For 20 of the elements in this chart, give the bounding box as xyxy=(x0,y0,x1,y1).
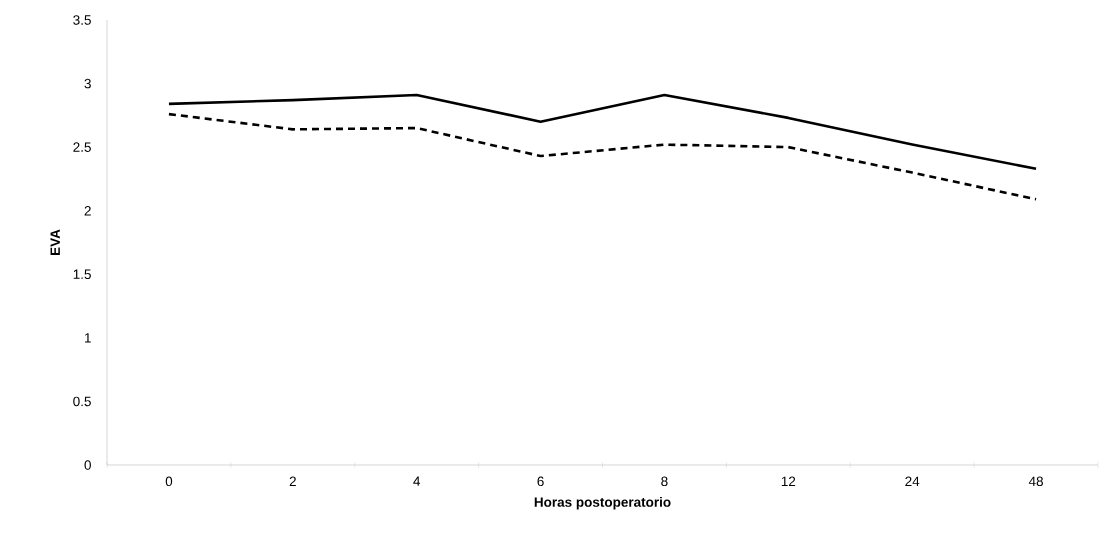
y-tick-label: 1 xyxy=(85,333,91,343)
x-tick-label: 24 xyxy=(905,476,920,486)
x-tick-label: 0 xyxy=(165,476,173,487)
y-tick-label: 3.5 xyxy=(73,15,91,25)
line-series xyxy=(167,93,1038,171)
y-tick-label: 0 xyxy=(84,460,91,470)
y-tick-label: 2 xyxy=(84,206,91,216)
x-axis-title: Horas postoperatorio xyxy=(534,496,671,510)
y-tick-label: 3 xyxy=(84,78,91,89)
x-tick-label: 2 xyxy=(289,476,296,486)
y-tick-label: 1.5 xyxy=(73,269,91,279)
x-tick-label: 4 xyxy=(413,476,421,486)
x-tick-label: 8 xyxy=(661,476,668,487)
x-tick-label: 12 xyxy=(781,476,796,486)
x-tick-label: 6 xyxy=(537,476,544,487)
line-series xyxy=(167,112,1038,201)
x-tick-label: 48 xyxy=(1028,476,1043,487)
y-tick-label: 2.5 xyxy=(73,142,91,152)
y-axis-title: EVA xyxy=(50,229,60,255)
y-tick-label: 0.5 xyxy=(73,396,91,407)
